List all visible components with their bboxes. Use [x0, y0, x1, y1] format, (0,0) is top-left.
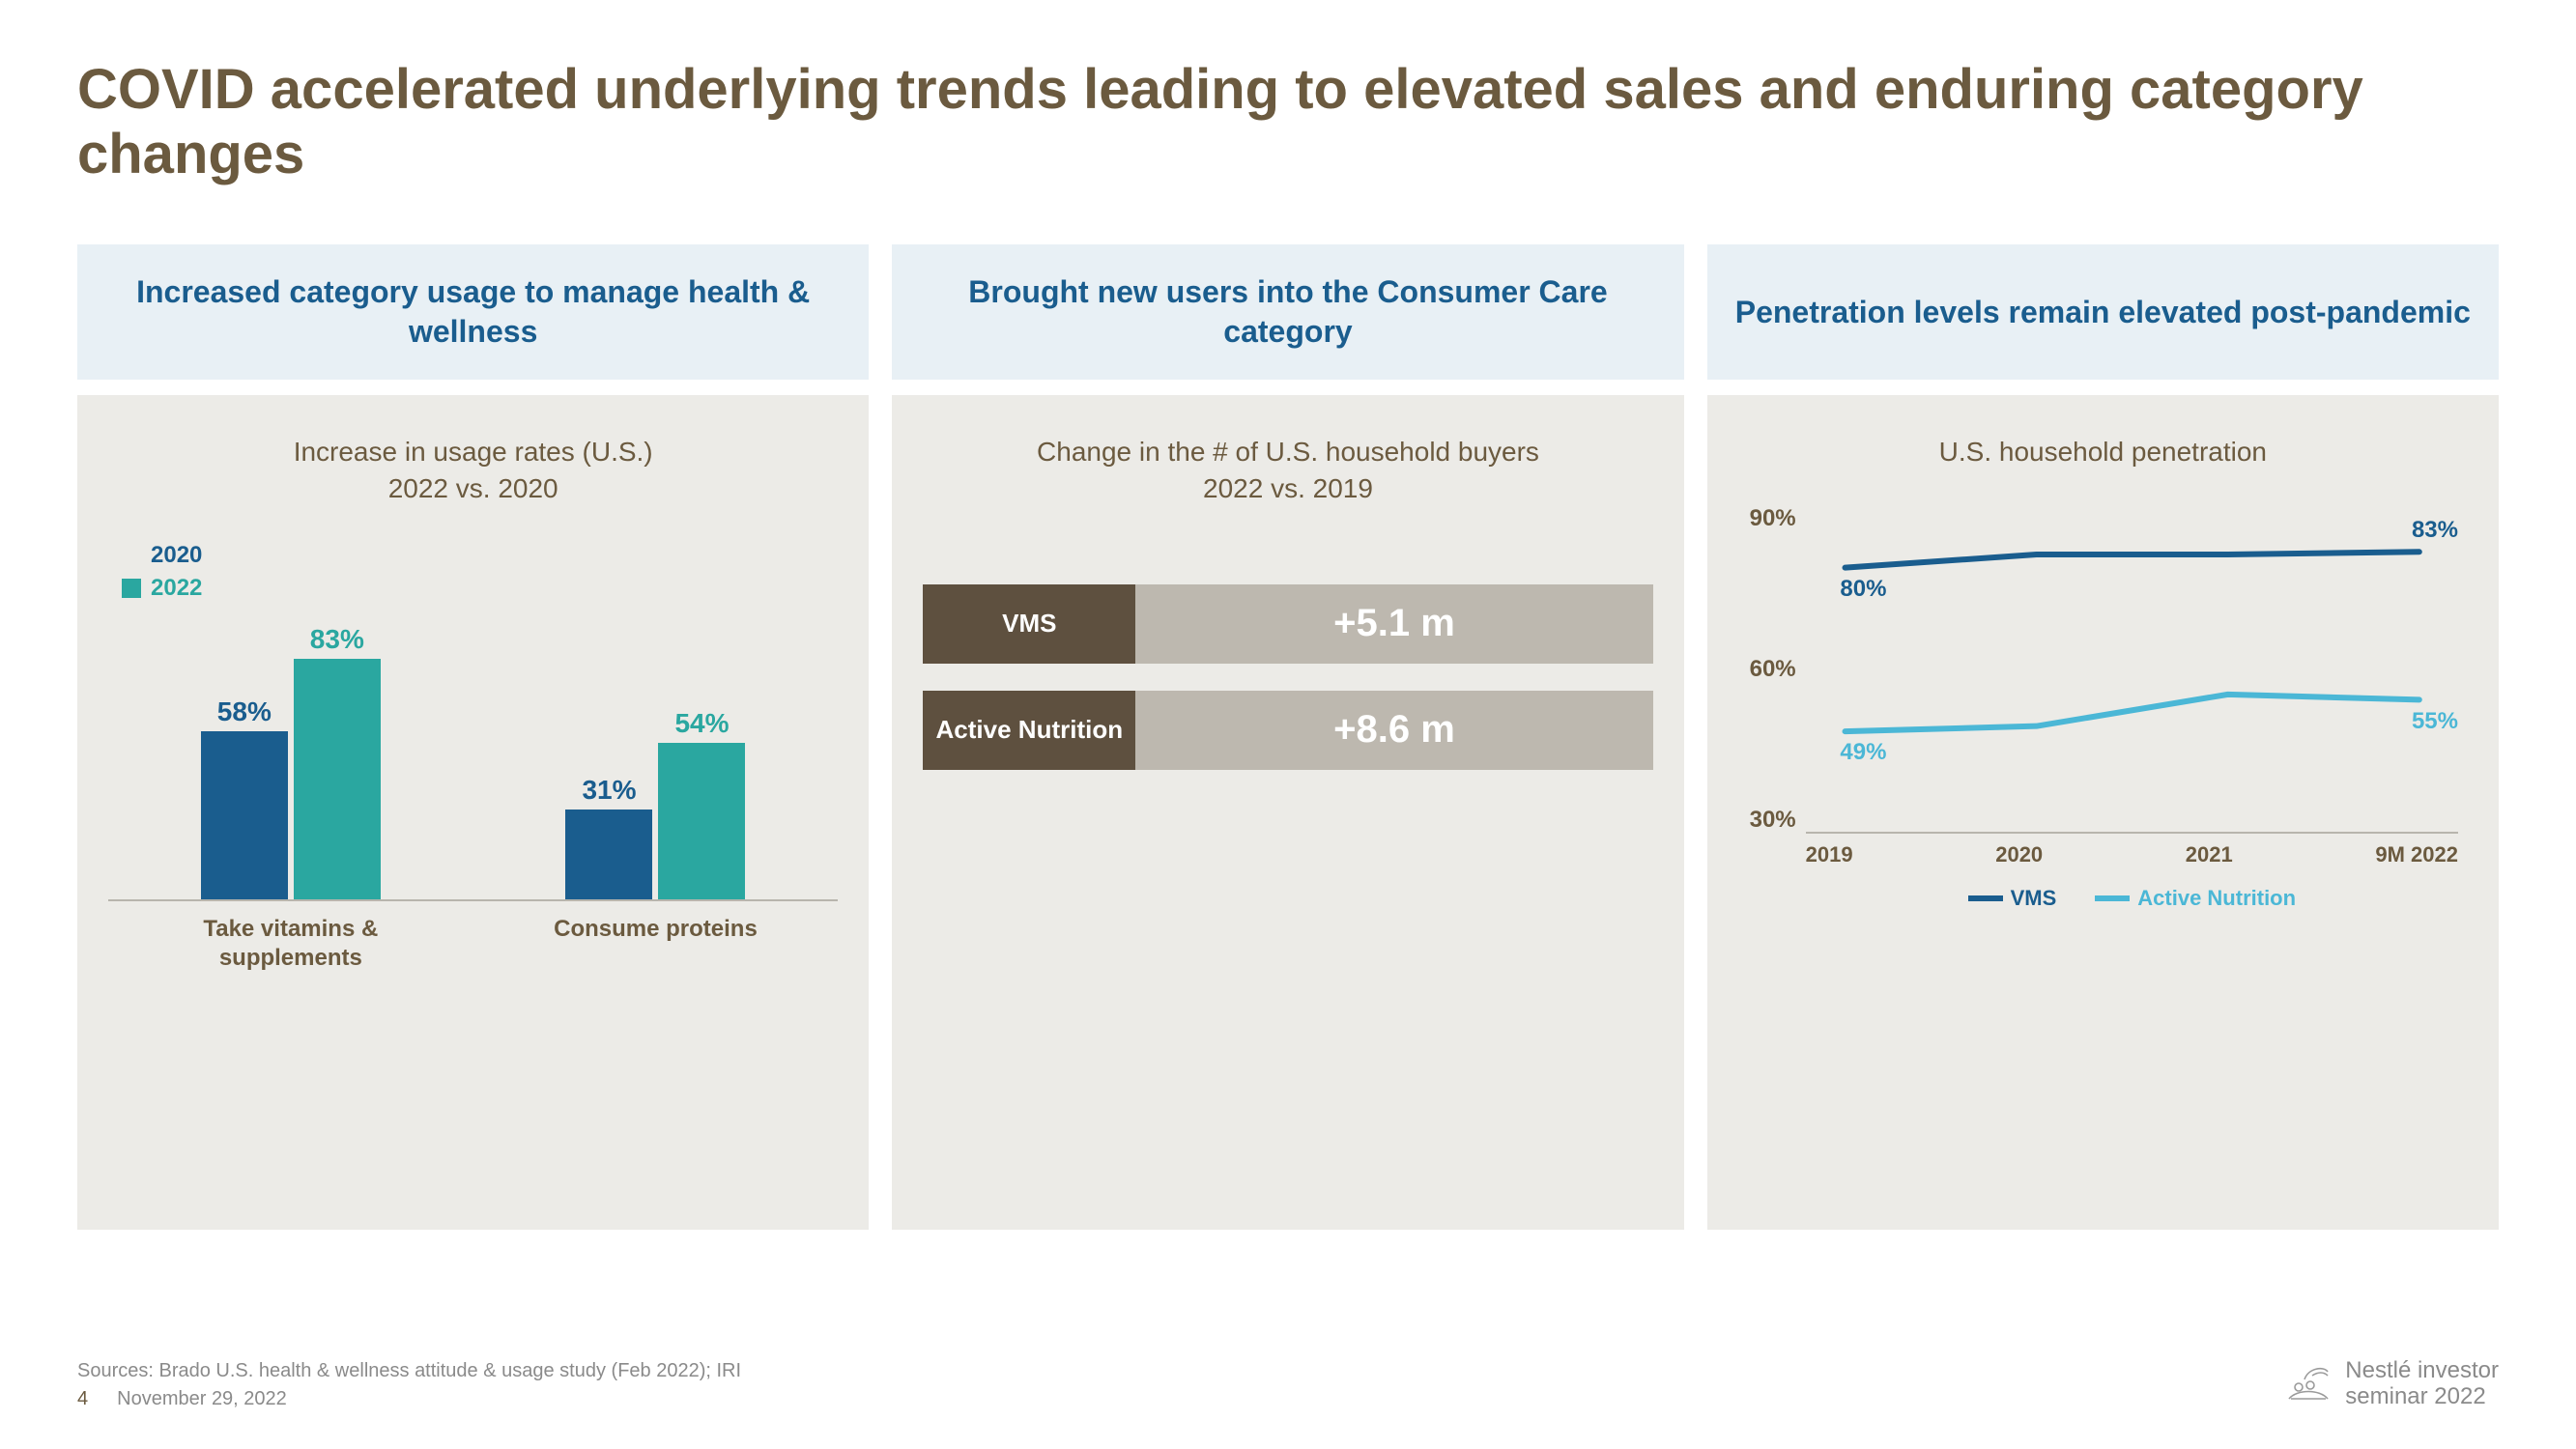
line-legend-item: Active Nutrition: [2095, 886, 2296, 911]
footer-brand-line1: Nestlé investor: [2345, 1357, 2499, 1384]
panel-penetration-body: U.S. household penetration 90% 60% 30% 80%…: [1707, 395, 2499, 1230]
y-tick-label: 90%: [1738, 505, 1796, 532]
line-legend-swatch: [2095, 895, 2130, 901]
panel-usage-subtitle: Increase in usage rates (U.S.) 2022 vs. …: [108, 434, 838, 507]
x-axis-labels: 2019 2020 2021 9M 2022: [1806, 842, 2458, 867]
hbar-list: VMS+5.1 mActive Nutrition+8.6 m: [923, 584, 1652, 770]
panel-new-users-header: Brought new users into the Consumer Care…: [892, 244, 1683, 380]
bar-value-label: 58%: [217, 696, 272, 727]
footer-right: Nestlé investor seminar 2022: [2285, 1357, 2499, 1410]
bar-value-label: 54%: [674, 708, 729, 739]
bar: 83%: [294, 659, 381, 899]
bar-value-label: 31%: [582, 775, 636, 806]
panel-new-users: Brought new users into the Consumer Care…: [892, 244, 1683, 1230]
bar-group: 31%54%: [509, 743, 801, 899]
panel-new-users-subtitle: Change in the # of U.S. household buyers…: [923, 434, 1652, 507]
line-legend-swatch: [1968, 895, 2003, 901]
hbar-label: VMS: [923, 584, 1135, 664]
y-tick-label: 60%: [1738, 656, 1796, 683]
slide-footer: Sources: Brado U.S. health & wellness at…: [77, 1357, 2499, 1410]
y-axis-labels: 90% 60% 30%: [1738, 505, 1806, 834]
hbar-value: +5.1 m: [1135, 584, 1652, 664]
bar-chart: 58%83%31%54%: [108, 611, 838, 901]
panel-usage-header: Increased category usage to manage healt…: [77, 244, 869, 380]
hbar-row: Active Nutrition+8.6 m: [923, 691, 1652, 770]
hbar-row: VMS+5.1 m: [923, 584, 1652, 664]
panel-penetration-header: Penetration levels remain elevated post-…: [1707, 244, 2499, 380]
line-point-label: 49%: [1840, 739, 1886, 766]
panel-usage: Increased category usage to manage healt…: [77, 244, 869, 1230]
line-legend-item: VMS: [1968, 886, 2057, 911]
x-tick-label: 2019: [1806, 842, 1853, 867]
footer-date-row: 4 November 29, 2022: [77, 1388, 741, 1410]
x-tick-label: 9M 2022: [2375, 842, 2458, 867]
bar: 31%: [565, 810, 652, 899]
slide-title: COVID accelerated underlying trends lead…: [77, 58, 2499, 186]
legend-label-2020: 2020: [151, 542, 202, 569]
line-chart: 90% 60% 30% 80% 83% 49% 55% 2019 2020 2021 9M 20…: [1738, 505, 2468, 911]
panel-usage-body: Increase in usage rates (U.S.) 2022 vs. …: [77, 395, 869, 1230]
panel-penetration: Penetration levels remain elevated post-…: [1707, 244, 2499, 1230]
bar-group: 58%83%: [145, 659, 437, 899]
legend-2022: 2022: [122, 575, 838, 602]
bar-legend: 2020 2022: [122, 542, 838, 602]
bar-category-label: Consume proteins: [509, 915, 801, 973]
line-point-label: 55%: [2412, 708, 2458, 735]
bar-value-label: 83%: [310, 624, 364, 655]
line-legend-label: VMS: [2011, 886, 2057, 911]
footer-brand-line2: seminar 2022: [2345, 1383, 2499, 1410]
panel-new-users-body: Change in the # of U.S. household buyers…: [892, 395, 1683, 1230]
bar: 54%: [658, 743, 745, 899]
hbar-value: +8.6 m: [1135, 691, 1652, 770]
line-point-label: 80%: [1840, 576, 1886, 603]
bar: 58%: [201, 731, 288, 899]
nestle-logo-icon: [2285, 1360, 2332, 1406]
y-tick-label: 30%: [1738, 807, 1796, 834]
footer-left: Sources: Brado U.S. health & wellness at…: [77, 1360, 741, 1410]
panel-penetration-subtitle: U.S. household penetration: [1738, 434, 2468, 470]
plot-area: 80% 83% 49% 55%: [1806, 515, 2458, 834]
footer-brand: Nestlé investor seminar 2022: [2345, 1357, 2499, 1410]
x-tick-label: 2020: [1995, 842, 2043, 867]
bar-category-label: Take vitamins & supplements: [145, 915, 437, 973]
legend-swatch-2020: [122, 546, 141, 565]
line-point-label: 83%: [2412, 517, 2458, 544]
page-number: 4: [77, 1388, 88, 1410]
footer-sources: Sources: Brado U.S. health & wellness at…: [77, 1360, 741, 1382]
footer-date: November 29, 2022: [117, 1388, 287, 1410]
line-legend-label: Active Nutrition: [2137, 886, 2296, 911]
bar-x-labels: Take vitamins & supplements Consume prote…: [108, 915, 838, 973]
legend-label-2022: 2022: [151, 575, 202, 602]
x-tick-label: 2021: [2186, 842, 2233, 867]
hbar-label: Active Nutrition: [923, 691, 1135, 770]
legend-swatch-2022: [122, 579, 141, 598]
legend-2020: 2020: [122, 542, 838, 569]
panels-row: Increased category usage to manage healt…: [77, 244, 2499, 1230]
line-legend: VMS Active Nutrition: [1806, 886, 2458, 911]
